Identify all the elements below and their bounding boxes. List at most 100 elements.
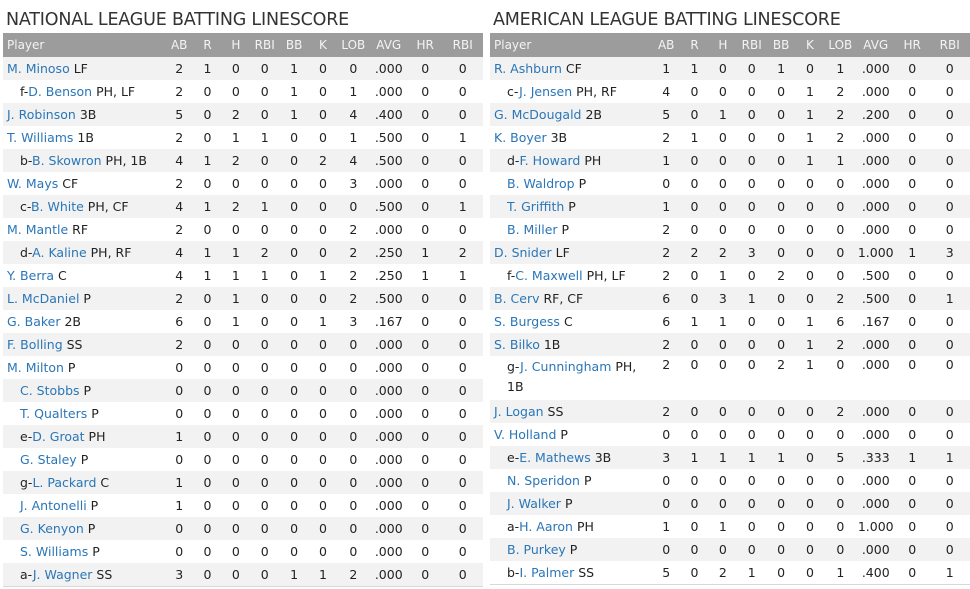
player-name-link[interactable]: G. Baker [7,313,61,329]
player-name-link[interactable]: V. Holland [494,426,557,442]
player-cell: a-J. Wagner SS [3,563,166,587]
player-name-link[interactable]: D. Snider [494,244,552,260]
stat-bb: 0 [290,544,299,559]
player-name-link[interactable]: Y. Berra [7,267,55,283]
stat-bb: 0 [290,314,299,329]
stat-k: 0 [318,544,327,559]
player-name-link[interactable]: B. Miller [507,221,558,237]
player-name-link[interactable]: M. Minoso [7,60,70,76]
stat-lob: 2 [337,287,370,310]
player-name-link[interactable]: T. Williams [7,129,74,145]
stat-avg: 1.000 [857,519,894,534]
player-name-link[interactable]: T. Griffith [507,198,565,214]
player-name-link[interactable]: D. Groat [32,428,85,444]
player-name-link[interactable]: B. Cerv [494,290,540,306]
stat-r: 1 [193,149,222,172]
player-name-link[interactable]: H. Aaron [519,518,573,534]
player-cell: W. Mays CF [3,172,165,195]
stat-ab: 0 [165,517,194,540]
player-name-link[interactable]: B. White [30,198,84,214]
player-cell: c-B. White PH, CF [3,195,166,218]
player-position: LF [555,244,570,260]
player-name-link[interactable]: L. McDaniel [7,290,80,306]
stat-rbi: 0 [747,268,756,283]
table-row: M. Milton P 0 0 0 0 0 0 0 .000 0 0 [3,356,483,379]
stat-rbi: 0 [250,57,280,80]
player-name-link[interactable]: K. Boyer [494,129,547,145]
stat-hr: 0 [407,195,443,218]
player-position: P [83,290,91,306]
stat-k: 0 [795,195,825,218]
player-name-link[interactable]: M. Milton [7,359,64,375]
stat-k: 1 [805,130,814,145]
table-row: b-I. Palmer SS 5 0 2 1 0 0 1.400 0 1 [490,561,970,585]
player-name-link[interactable]: S. Bilko [494,336,540,352]
player-cell: a-H. Aaron PH [490,515,652,538]
player-name-link[interactable]: G. McDougald [494,106,582,122]
player-name-link[interactable]: F. Bolling [7,336,63,352]
column-header-k: K [308,33,338,57]
stat-rbi2: 0 [458,360,467,375]
stat-hr: 0 [908,427,917,442]
player-name-link[interactable]: B. Purkey [507,541,566,557]
stat-k: 0 [805,222,814,237]
player-name-link[interactable]: N. Speridon [507,472,580,488]
stat-h: 0 [718,84,727,99]
player-name-link[interactable]: T. Qualters [20,405,88,421]
player-name-link[interactable]: J. Jensen [519,83,573,99]
stat-ab: 2 [175,222,184,237]
player-name-link[interactable]: B. Skowron [32,152,102,168]
player-name-link[interactable]: S. Williams [20,543,89,559]
stat-ab: 0 [652,492,681,515]
stat-bb: 0 [766,538,796,561]
stat-avg: .167 [861,314,890,329]
stat-lob: 4 [337,103,370,126]
substitution-prefix: g- [20,474,33,490]
player-name-link[interactable]: W. Mays [7,175,59,191]
player-name-link[interactable]: C. Maxwell [515,267,583,283]
stat-bb: 0 [279,425,309,448]
player-name-link[interactable]: E. Mathews [519,449,591,465]
stat-hr: 0 [894,400,930,423]
stat-lob: 0 [836,176,845,191]
player-name-link[interactable]: R. Ashburn [494,60,562,76]
stat-avg: .000 [856,57,895,80]
player-name-link[interactable]: C. Stobbs [20,382,80,398]
player-name-link[interactable]: J. Walker [507,495,561,511]
stat-hr: 0 [407,149,443,172]
stat-rbi: 0 [737,57,767,80]
player-name-link[interactable]: J. Logan [494,403,544,419]
table-row: e-E. Mathews 3B 3 1 1 1 1 0 5.333 1 1 [490,446,970,469]
stat-rbi2: 0 [442,103,483,126]
stat-hr: 0 [894,103,930,126]
player-name-link[interactable]: M. Mantle [7,221,69,237]
player-name-link[interactable]: S. Burgess [494,313,560,329]
table-row: f-D. Benson PH, LF 2 0 0 0 1 0 1 .000 0 0 [3,80,483,103]
player-name-link[interactable]: G. Kenyon [20,520,84,536]
stat-ab: 1 [652,57,681,80]
player-cell: F. Bolling SS [3,333,166,356]
stat-r: 2 [680,241,709,264]
player-name-link[interactable]: L. Packard [32,474,97,490]
player-name-link[interactable]: D. Benson [28,83,93,99]
player-name-link[interactable]: B. Waldrop [507,175,575,191]
player-name-link[interactable]: J. Antonelli [20,497,87,513]
stat-bb: 0 [766,561,796,585]
column-header-avg: AVG [856,33,895,57]
player-name-link[interactable]: A. Kaline [32,244,87,260]
stat-rbi2: 0 [442,379,483,402]
player-name-link[interactable]: G. Staley [20,451,77,467]
column-header-lob: LOB [824,33,857,57]
stat-avg: .500 [374,130,403,145]
player-name-link[interactable]: F. Howard [519,152,581,168]
player-cell: G. Baker 2B [3,310,165,333]
stat-ab: 1 [165,425,194,448]
substitution-prefix: f- [20,83,29,99]
player-name-link[interactable]: J. Wagner [32,566,93,582]
player-name-link[interactable]: J. Cunningham [520,359,612,374]
substitution-prefix: f- [507,267,516,283]
header-row: Player AB R H RBI BB K LOB AVG HR RBI [490,33,970,57]
player-name-link[interactable]: I. Palmer [519,564,575,580]
stat-k: 0 [308,103,338,126]
player-name-link[interactable]: J. Robinson [7,106,76,122]
